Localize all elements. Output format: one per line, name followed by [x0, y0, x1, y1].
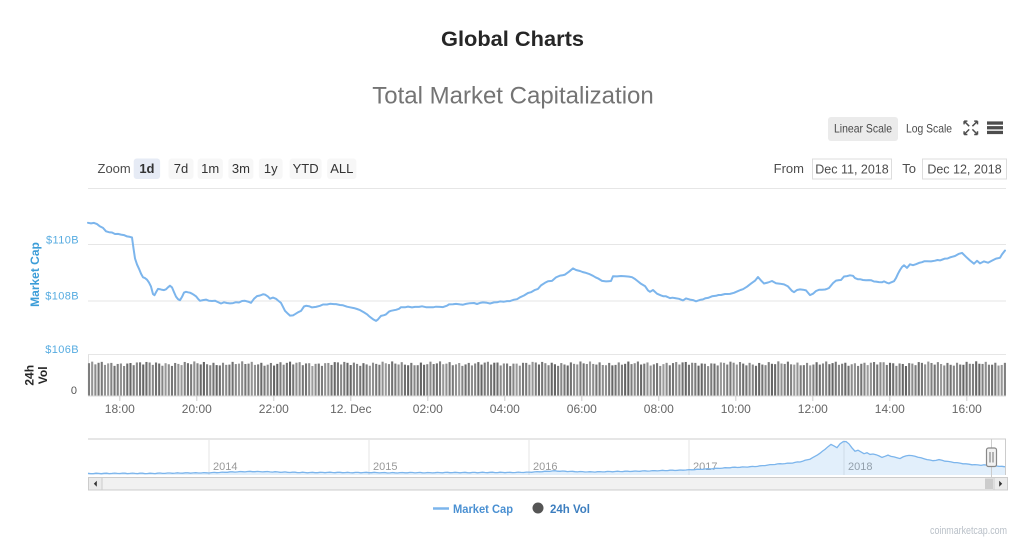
svg-text:Market Cap: Market Cap: [453, 502, 513, 516]
svg-text:Market Cap: Market Cap: [28, 242, 42, 307]
svg-text:Vol: Vol: [36, 366, 50, 384]
svg-text:$108B: $108B: [45, 291, 79, 303]
svg-text:2018: 2018: [848, 461, 872, 473]
svg-text:7d: 7d: [174, 161, 188, 176]
svg-text:3m: 3m: [232, 161, 250, 176]
svg-text:Dec 12, 2018: Dec 12, 2018: [927, 163, 1001, 177]
svg-text:0: 0: [71, 385, 77, 397]
svg-text:06:00: 06:00: [567, 402, 597, 416]
svg-text:2014: 2014: [213, 461, 237, 473]
svg-text:12. Dec: 12. Dec: [330, 402, 371, 416]
svg-text:14:00: 14:00: [875, 402, 905, 416]
svg-text:1d: 1d: [139, 161, 154, 176]
svg-text:22:00: 22:00: [259, 402, 289, 416]
svg-text:$110B: $110B: [46, 235, 79, 247]
svg-text:08:00: 08:00: [644, 402, 674, 416]
svg-text:$106B: $106B: [45, 344, 79, 356]
svg-text:1y: 1y: [264, 161, 278, 176]
svg-text:16:00: 16:00: [952, 402, 982, 416]
svg-text:12:00: 12:00: [798, 402, 828, 416]
svg-text:24h Vol: 24h Vol: [550, 502, 590, 516]
svg-text:Zoom: Zoom: [98, 161, 131, 176]
svg-text:Total Market Capitalization: Total Market Capitalization: [372, 83, 653, 110]
svg-text:To: To: [902, 161, 916, 176]
svg-text:18:00: 18:00: [105, 402, 135, 416]
svg-text:Dec 11, 2018: Dec 11, 2018: [815, 163, 888, 177]
svg-text:Linear Scale: Linear Scale: [834, 122, 892, 136]
svg-text:YTD: YTD: [293, 161, 319, 176]
svg-text:20:00: 20:00: [182, 402, 212, 416]
svg-text:10:00: 10:00: [721, 402, 751, 416]
svg-text:Global Charts: Global Charts: [441, 27, 584, 51]
svg-text:1m: 1m: [201, 161, 219, 176]
svg-text:From: From: [774, 161, 804, 176]
svg-text:24h: 24h: [23, 365, 37, 386]
svg-text:02:00: 02:00: [413, 402, 443, 416]
svg-text:Log Scale: Log Scale: [906, 122, 952, 136]
svg-text:coinmarketcap.com: coinmarketcap.com: [930, 525, 1007, 537]
svg-text:2017: 2017: [693, 461, 717, 473]
svg-text:2016: 2016: [533, 461, 557, 473]
svg-text:2015: 2015: [373, 461, 397, 473]
svg-text:ALL: ALL: [330, 161, 353, 176]
svg-text:04:00: 04:00: [490, 402, 520, 416]
